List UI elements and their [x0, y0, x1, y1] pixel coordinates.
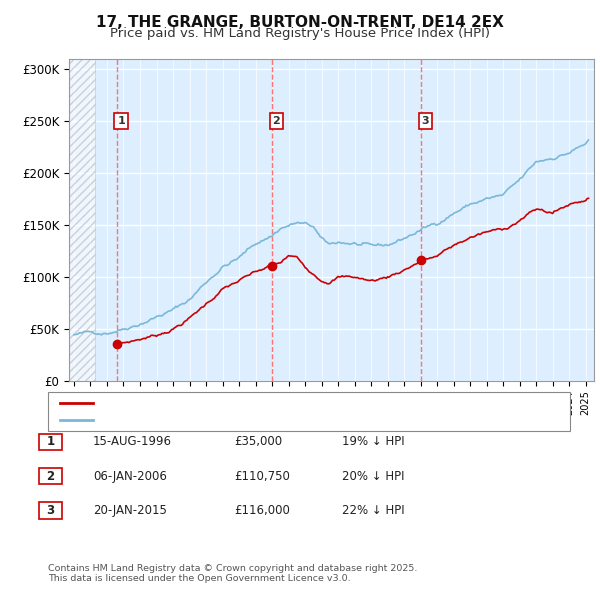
Text: Price paid vs. HM Land Registry's House Price Index (HPI): Price paid vs. HM Land Registry's House …: [110, 27, 490, 40]
Text: 20% ↓ HPI: 20% ↓ HPI: [342, 470, 404, 483]
Text: 06-JAN-2006: 06-JAN-2006: [93, 470, 167, 483]
Text: 2: 2: [272, 116, 280, 126]
Text: 3: 3: [421, 116, 429, 126]
Bar: [69, 59, 95, 381]
Text: 3: 3: [46, 504, 55, 517]
Text: 22% ↓ HPI: 22% ↓ HPI: [342, 504, 404, 517]
Text: 15-AUG-1996: 15-AUG-1996: [93, 435, 172, 448]
Text: 17, THE GRANGE, BURTON-ON-TRENT, DE14 2EX: 17, THE GRANGE, BURTON-ON-TRENT, DE14 2E…: [96, 15, 504, 30]
Text: 20-JAN-2015: 20-JAN-2015: [93, 504, 167, 517]
Text: £35,000: £35,000: [234, 435, 282, 448]
Text: £110,750: £110,750: [234, 470, 290, 483]
Text: 17, THE GRANGE, BURTON-ON-TRENT, DE14 2EX (semi-detached house): 17, THE GRANGE, BURTON-ON-TRENT, DE14 2E…: [99, 398, 502, 408]
Text: 1: 1: [117, 116, 125, 126]
Text: 2: 2: [46, 470, 55, 483]
Text: HPI: Average price, semi-detached house, East Staffordshire: HPI: Average price, semi-detached house,…: [99, 415, 436, 425]
Text: Contains HM Land Registry data © Crown copyright and database right 2025.
This d: Contains HM Land Registry data © Crown c…: [48, 563, 418, 583]
Text: 19% ↓ HPI: 19% ↓ HPI: [342, 435, 404, 448]
Text: £116,000: £116,000: [234, 504, 290, 517]
Text: 1: 1: [46, 435, 55, 448]
